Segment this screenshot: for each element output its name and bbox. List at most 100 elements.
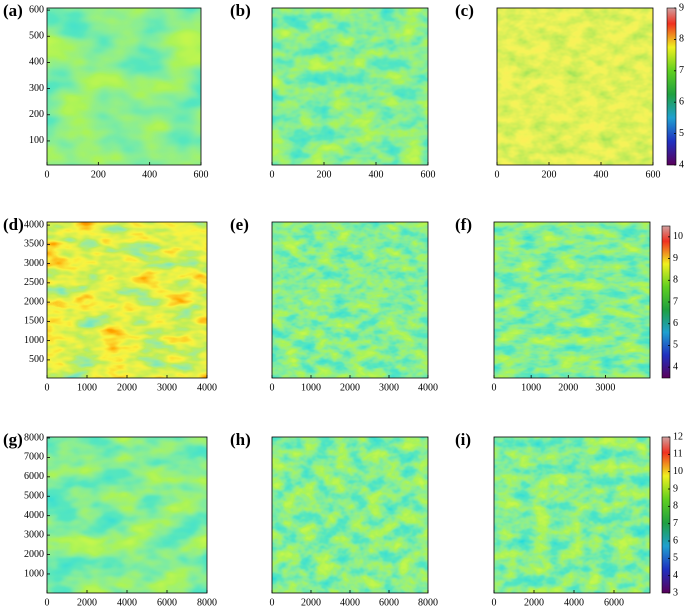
colorbar-tick-label: 12 (673, 431, 683, 442)
colorbar-tick-label: 5 (673, 340, 678, 351)
panel-label: (e) (230, 215, 249, 234)
field (272, 222, 428, 378)
colorbar-tick-label: 4 (679, 159, 684, 170)
y-tick-label: 2000 (24, 296, 44, 307)
y-tick-label: 500 (29, 354, 44, 365)
x-tick-label: 6000 (157, 597, 177, 606)
panel-label: (c) (455, 1, 474, 20)
colorbar-tick-label: 9 (673, 253, 678, 264)
colorbar-tick-label: 5 (673, 553, 678, 564)
field (47, 8, 201, 165)
y-tick-label: 3000 (24, 258, 44, 269)
y-tick-label: 1000 (24, 335, 44, 346)
y-tick-label: 3000 (24, 529, 44, 540)
x-tick-label: 1000 (77, 382, 97, 393)
colorbar-tick-label: 6 (673, 318, 678, 329)
y-tick-label: 600 (29, 4, 44, 15)
x-tick-label: 200 (542, 169, 557, 180)
colorbar-tick-label: 4 (673, 570, 678, 581)
x-tick-label: 0 (495, 169, 500, 180)
colorbar (661, 436, 671, 594)
y-tick-label: 300 (29, 83, 44, 94)
x-tick-label: 2000 (340, 382, 360, 393)
x-tick-label: 0 (492, 382, 497, 393)
colorbar-tick-label: 8 (679, 34, 684, 45)
y-tick-label: 1500 (24, 316, 44, 327)
y-tick-label: 6000 (24, 471, 44, 482)
field (497, 8, 653, 165)
x-tick-label: 200 (317, 169, 332, 180)
x-tick-label: 2000 (524, 597, 544, 606)
colorbar-tick-label: 9 (679, 2, 684, 13)
field (47, 222, 207, 378)
x-tick-label: 4000 (418, 382, 438, 393)
y-tick-label: 500 (29, 31, 44, 42)
x-tick-label: 1000 (521, 382, 541, 393)
colorbar-tick-label: 10 (673, 231, 683, 242)
colorbar-tick-label: 3 (673, 587, 678, 598)
colorbar-tick-label: 11 (673, 449, 683, 460)
panel-label: (g) (3, 430, 23, 449)
x-tick-label: 0 (270, 169, 275, 180)
field (272, 437, 428, 593)
panel-label: (a) (3, 1, 23, 20)
x-tick-label: 2000 (77, 597, 97, 606)
colorbar-tick-label: 9 (673, 483, 678, 494)
x-tick-label: 8000 (197, 597, 217, 606)
x-tick-label: 0 (45, 382, 50, 393)
colorbar-tick-label: 8 (673, 275, 678, 286)
panel-label: (d) (3, 215, 24, 234)
x-tick-label: 6000 (604, 597, 624, 606)
x-tick-label: 0 (45, 597, 50, 606)
y-tick-label: 100 (29, 135, 44, 146)
y-tick-label: 200 (29, 109, 44, 120)
x-tick-label: 3000 (379, 382, 399, 393)
panel-label: (b) (230, 1, 251, 20)
x-tick-label: 4000 (340, 597, 360, 606)
y-tick-label: 4000 (24, 219, 44, 230)
x-tick-label: 400 (142, 169, 157, 180)
y-tick-label: 4000 (24, 510, 44, 521)
x-tick-label: 4000 (197, 382, 217, 393)
x-tick-label: 600 (194, 169, 209, 180)
field (494, 437, 650, 593)
x-tick-label: 600 (421, 169, 436, 180)
y-tick-label: 2000 (24, 549, 44, 560)
panel-label: (f) (455, 215, 472, 234)
frame (271, 7, 429, 166)
x-tick-label: 0 (45, 169, 50, 180)
y-tick-label: 2500 (24, 277, 44, 288)
field (494, 222, 650, 378)
frame (496, 7, 654, 166)
x-tick-label: 3000 (595, 382, 615, 393)
x-tick-label: 0 (270, 382, 275, 393)
colorbar-tick-label: 7 (673, 518, 678, 529)
x-tick-label: 4000 (564, 597, 584, 606)
panel-label: (i) (455, 430, 471, 449)
x-tick-label: 6000 (379, 597, 399, 606)
frame (493, 436, 651, 594)
x-tick-label: 4000 (117, 597, 137, 606)
field (47, 437, 207, 593)
frame (493, 221, 651, 379)
colorbar-tick-label: 6 (679, 96, 684, 107)
x-tick-label: 600 (646, 169, 661, 180)
colorbar-tick-label: 8 (673, 501, 678, 512)
colorbar-tick-label: 7 (679, 65, 684, 76)
colorbar-tick-label: 6 (673, 535, 678, 546)
colorbar-tick-label: 5 (679, 128, 684, 139)
colorbar (666, 7, 677, 166)
x-tick-label: 8000 (418, 597, 438, 606)
x-tick-label: 400 (369, 169, 384, 180)
y-tick-label: 8000 (24, 432, 44, 443)
colorbar-tick-label: 4 (673, 361, 678, 372)
x-tick-label: 3000 (157, 382, 177, 393)
field (272, 8, 428, 165)
y-tick-label: 7000 (24, 452, 44, 463)
colorbar-tick-label: 7 (673, 296, 678, 307)
panel-label: (h) (230, 430, 251, 449)
y-tick-label: 3500 (24, 239, 44, 250)
x-tick-label: 2000 (558, 382, 578, 393)
x-tick-label: 0 (270, 597, 275, 606)
